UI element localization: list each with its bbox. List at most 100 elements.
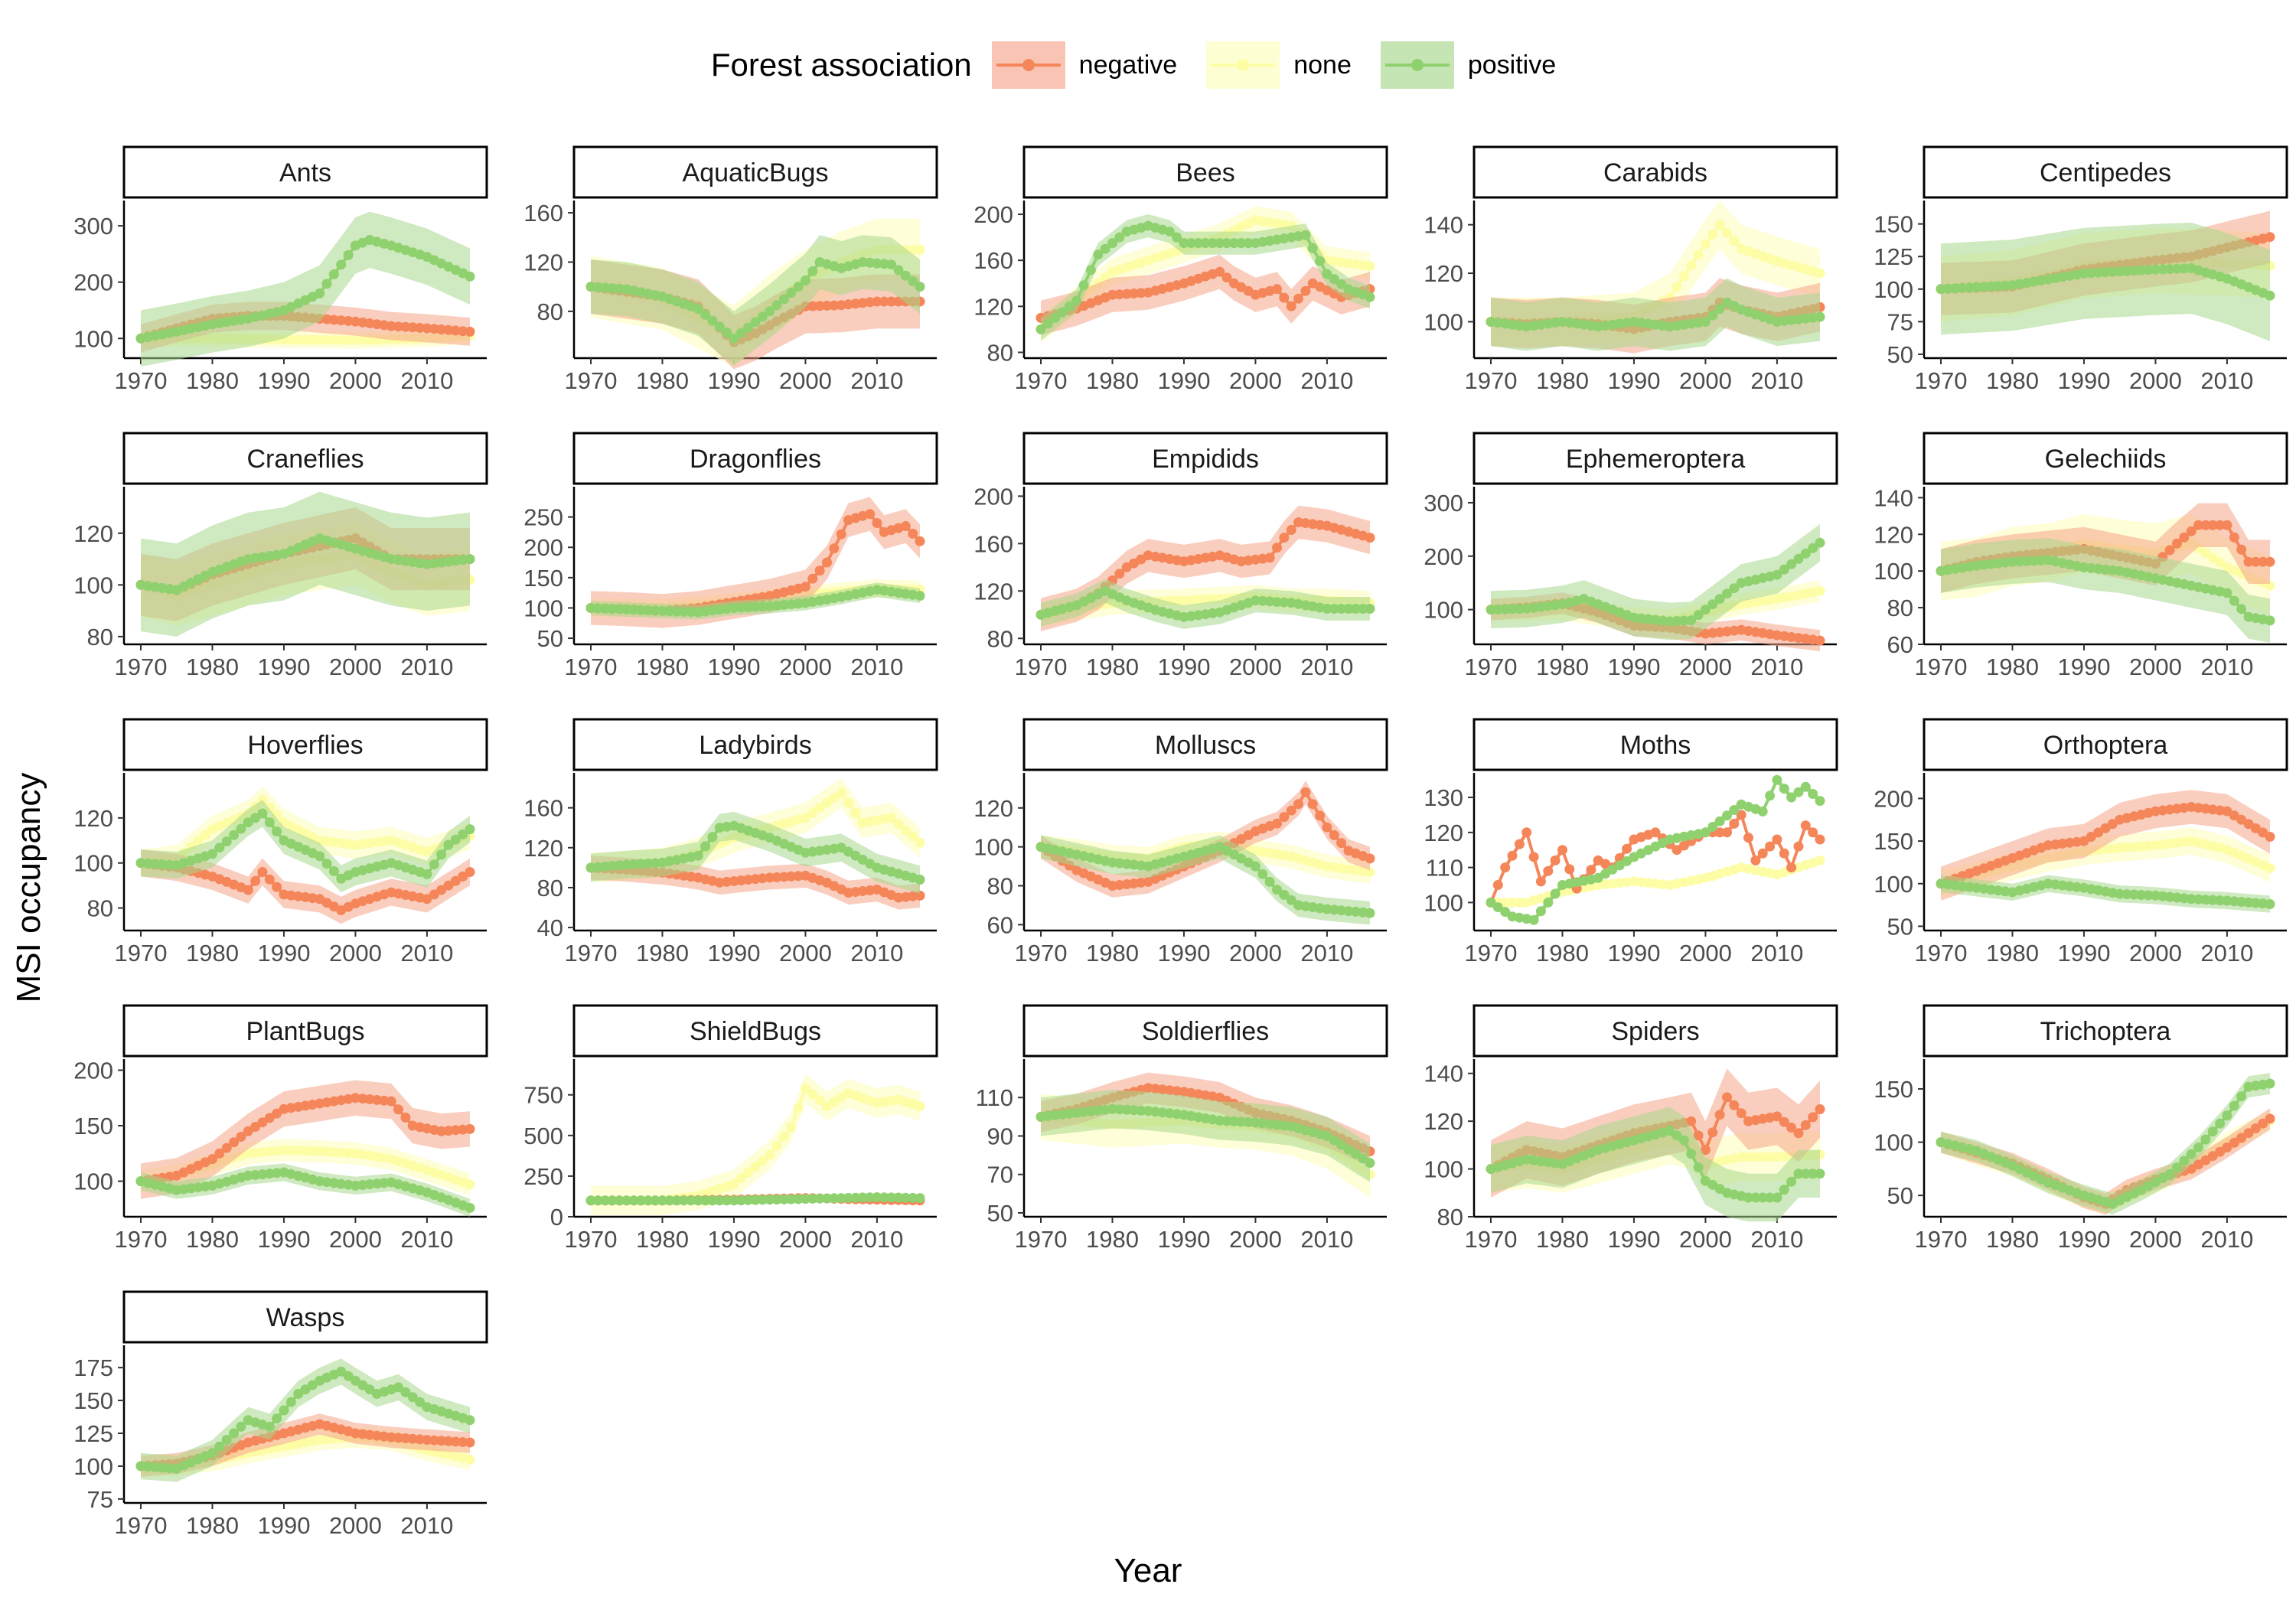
point-none — [2128, 842, 2139, 852]
x-tick-label: 2010 — [850, 654, 903, 680]
y-tick-label: 80 — [537, 875, 563, 901]
point-positive — [315, 851, 325, 862]
point-positive — [207, 849, 217, 859]
point-positive — [1042, 1110, 1053, 1121]
point-positive — [1365, 908, 1375, 918]
point-positive — [915, 591, 925, 601]
point-positive — [1950, 283, 1961, 294]
point-negative — [443, 880, 454, 891]
point-positive — [707, 1195, 718, 1206]
point-positive — [1786, 559, 1797, 569]
point-positive — [142, 858, 153, 869]
point-positive — [1714, 304, 1725, 315]
point-positive — [336, 259, 347, 270]
point-positive — [750, 1195, 761, 1205]
point-positive — [1286, 895, 1296, 905]
point-positive — [1264, 876, 1275, 887]
point-negative — [250, 875, 261, 886]
point-negative — [1586, 865, 1596, 875]
y-tick-label: 75 — [1887, 308, 1913, 335]
point-positive — [465, 554, 475, 565]
point-positive — [778, 1194, 789, 1204]
point-positive — [293, 1389, 304, 1399]
panel-hoverflies: Hoverflies 80 100 120 1970 1980 1990 2000 2010 — [73, 718, 488, 966]
point-positive — [1700, 827, 1711, 838]
y-tick-label: 90 — [987, 1123, 1013, 1149]
point-none — [1686, 260, 1697, 271]
x-tick-label: 1980 — [1986, 367, 2039, 394]
point-positive — [1157, 1107, 1168, 1118]
x-tick-label: 1980 — [1536, 940, 1589, 966]
point-positive — [693, 1195, 703, 1206]
x-tick-label: 2010 — [1300, 654, 1353, 680]
point-positive — [1671, 616, 1682, 626]
point-positive — [592, 282, 603, 292]
point-none — [778, 1131, 789, 1142]
point-none — [2265, 863, 2275, 874]
point-positive — [1358, 907, 1368, 918]
point-positive — [135, 858, 146, 869]
panel-ephemeroptera: Ephemeroptera 100 200 300 1970 1980 1990 2000 20… — [1424, 432, 1838, 680]
strip-centipedes — [1923, 145, 2288, 199]
point-negative — [458, 1124, 468, 1135]
y-tick-label: 500 — [523, 1123, 563, 1149]
point-positive — [879, 259, 889, 269]
point-positive — [600, 282, 611, 293]
point-positive — [635, 1195, 646, 1206]
point-positive — [257, 1169, 268, 1180]
y-axis-title: MSI occupancy — [10, 772, 47, 1003]
point-positive — [1164, 227, 1175, 237]
point-positive — [2186, 1149, 2197, 1159]
point-positive — [900, 1192, 911, 1203]
x-tick-label: 2000 — [1679, 654, 1732, 680]
point-positive — [2086, 268, 2096, 279]
point-positive — [1521, 603, 1532, 614]
panel-shieldbugs: ShieldBugs 0 250 500 750 1970 1980 1990 2000 2010 — [523, 1004, 938, 1253]
point-positive — [1779, 1185, 1789, 1195]
point-positive — [2014, 556, 2025, 567]
y-tick-label: 50 — [1887, 341, 1913, 368]
x-tick-label: 2000 — [779, 940, 832, 966]
y-tick-label: 40 — [537, 914, 563, 941]
legend-item-positive: positive — [1380, 41, 1557, 89]
point-positive — [2029, 556, 2039, 566]
point-positive — [621, 604, 632, 614]
point-positive — [1329, 604, 1339, 614]
y-tick-label: 70 — [987, 1162, 1013, 1188]
legend-label-positive: positive — [1467, 50, 1557, 80]
point-none — [272, 1146, 282, 1156]
point-positive — [650, 605, 660, 616]
point-positive — [1322, 904, 1332, 914]
panel-molluscs: Molluscs 60 80 100 120 1970 1980 1990 2000 2010 — [974, 718, 1388, 966]
x-tick-label: 2010 — [1300, 1226, 1353, 1253]
point-positive — [1221, 238, 1232, 249]
point-negative — [436, 1436, 447, 1446]
point-positive — [465, 271, 475, 282]
point-none — [893, 819, 904, 830]
x-tick-label: 1970 — [1015, 1226, 1068, 1253]
point-negative — [458, 871, 468, 882]
point-positive — [229, 830, 239, 840]
point-positive — [800, 1194, 810, 1204]
point-positive — [686, 1195, 696, 1206]
point-negative — [2215, 520, 2226, 530]
point-negative — [1514, 839, 1525, 849]
point-positive — [2258, 898, 2268, 909]
point-positive — [2164, 892, 2175, 902]
point-positive — [307, 1380, 318, 1390]
point-positive — [1365, 1158, 1375, 1169]
point-positive — [915, 875, 925, 885]
point-negative — [1557, 845, 1567, 856]
point-positive — [285, 1397, 296, 1407]
point-positive — [722, 328, 732, 337]
point-none — [336, 1147, 347, 1158]
point-none — [1765, 1152, 1776, 1162]
point-negative — [771, 872, 782, 882]
point-positive — [628, 859, 639, 869]
point-positive — [893, 265, 904, 275]
point-positive — [628, 1195, 639, 1206]
point-positive — [2150, 264, 2161, 275]
y-tick-label: 175 — [73, 1354, 113, 1381]
x-tick-label: 1980 — [1536, 367, 1589, 394]
point-positive — [1365, 292, 1375, 302]
